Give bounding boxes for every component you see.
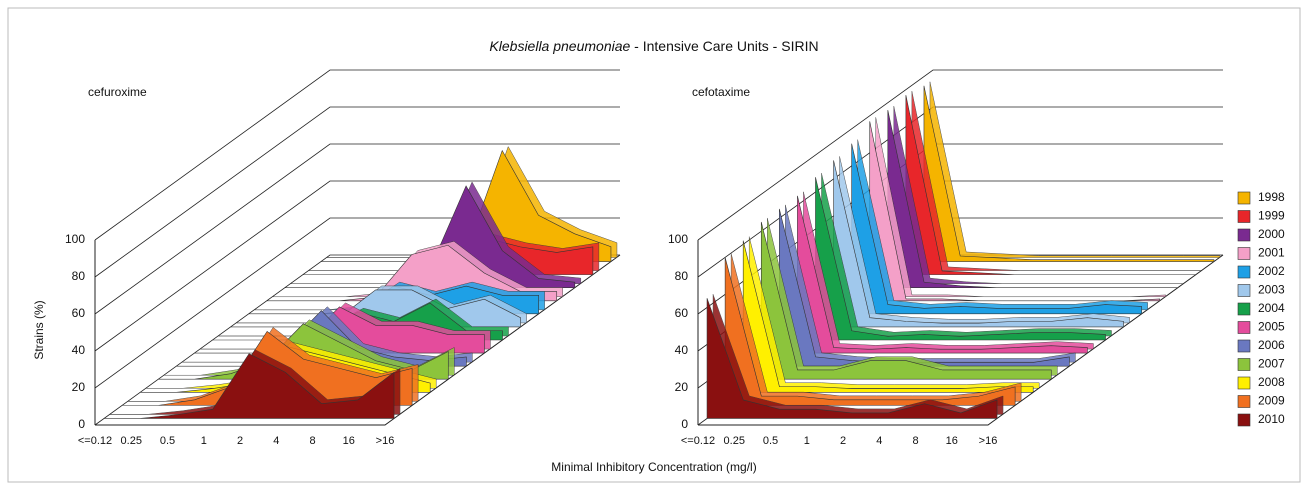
series-area <box>706 298 998 419</box>
legend-swatch <box>1237 395 1251 408</box>
series-depth <box>839 156 1130 324</box>
x-tick-label: 0.25 <box>724 435 745 447</box>
series-area <box>320 149 612 262</box>
series-area <box>760 221 1052 380</box>
x-tick-label: 4 <box>273 435 279 447</box>
legend-label: 2007 <box>1258 357 1285 371</box>
legend-swatch <box>1237 210 1251 223</box>
x-tick-label: 1 <box>201 435 207 447</box>
series-area <box>905 95 1196 275</box>
series-area <box>887 110 1178 288</box>
y-tick-label: 40 <box>675 343 689 357</box>
x-tick-label: 0.25 <box>121 435 142 447</box>
x-tick-label: >16 <box>979 435 998 447</box>
series-depth <box>821 173 1112 337</box>
y-tick-label: 20 <box>675 380 689 394</box>
y-tick-label: 0 <box>78 417 85 431</box>
legend-label: 1999 <box>1258 209 1285 223</box>
series-depth <box>929 81 1221 258</box>
grid-line <box>94 143 620 315</box>
legend-label: 2010 <box>1258 412 1285 426</box>
x-tick-label: 8 <box>912 435 918 447</box>
legend-swatch <box>1237 265 1251 279</box>
legend-swatch <box>1237 228 1251 242</box>
series-area <box>851 143 1142 315</box>
series-area <box>833 160 1124 328</box>
series-depth <box>785 204 1076 363</box>
series-depth <box>748 236 1040 389</box>
legend-label: 2001 <box>1258 246 1285 260</box>
series-area <box>815 177 1106 341</box>
legend-label: 1998 <box>1258 190 1285 204</box>
y-tick-label: 100 <box>668 232 688 246</box>
series-area <box>104 353 395 419</box>
legend-swatch <box>1237 413 1251 427</box>
series-area <box>284 185 576 288</box>
x-tick-label: 0.5 <box>763 435 778 447</box>
y-tick-label: 60 <box>72 306 86 320</box>
x-tick-label: 2 <box>840 435 846 447</box>
series-depth <box>911 91 1202 271</box>
x-tick-label: 8 <box>309 435 315 447</box>
y-tick-label: 20 <box>72 380 86 394</box>
legend-label: 2000 <box>1258 227 1285 241</box>
floor-edge <box>698 254 1224 426</box>
legend-label: 2002 <box>1258 264 1285 278</box>
x-tick-label: <=0.12 <box>681 435 715 447</box>
x-tick-label: 0.5 <box>160 435 175 447</box>
floor-edge <box>95 254 621 426</box>
chart-title: Klebsiella pneumoniae - Intensive Care U… <box>489 38 818 54</box>
grid-line <box>94 106 620 278</box>
series-depth <box>875 117 1166 298</box>
legend-label: 2006 <box>1258 338 1285 352</box>
legend-swatch <box>1237 191 1251 205</box>
x-tick-label: >16 <box>376 435 395 447</box>
x-tick-label: 4 <box>876 435 882 447</box>
legend-label: 2004 <box>1258 301 1285 315</box>
y-tick-label: 80 <box>72 269 86 283</box>
series-depth <box>730 253 1022 402</box>
x-tick-label: 1 <box>804 435 810 447</box>
y-tick-label: 0 <box>681 417 688 431</box>
series-depth <box>767 217 1058 376</box>
x-tick-label: 16 <box>946 435 958 447</box>
grid-line <box>94 69 620 241</box>
legend-swatch <box>1237 321 1251 334</box>
y-tick-label: 60 <box>675 306 689 320</box>
series-area <box>797 195 1088 354</box>
series-depth <box>803 191 1094 350</box>
series-area <box>869 121 1161 302</box>
y-tick-label: 40 <box>72 343 86 357</box>
series-area <box>923 85 1215 262</box>
grid-line <box>697 69 1223 241</box>
legend-swatch <box>1237 302 1251 316</box>
legend-label: 2009 <box>1258 394 1285 408</box>
title-italic: Klebsiella pneumoniae <box>489 38 630 54</box>
legend-label: 2005 <box>1258 320 1285 334</box>
y-tick-label: 100 <box>65 232 85 246</box>
series-depth <box>893 106 1184 284</box>
x-tick-label: 2 <box>237 435 243 447</box>
legend-swatch <box>1237 376 1251 390</box>
subtitle: cefotaxime <box>692 85 750 99</box>
title-rest: - Intensive Care Units - SIRIN <box>630 38 818 54</box>
legend-label: 2008 <box>1258 375 1285 389</box>
x-tick-label: <=0.12 <box>78 435 112 447</box>
x-tick-label: 16 <box>343 435 355 447</box>
series-area <box>779 208 1070 367</box>
legend-swatch <box>1237 339 1251 353</box>
y-tick-label: 80 <box>675 269 689 283</box>
legend-swatch <box>1237 284 1251 297</box>
x-axis-label: Minimal Inhibitory Concentration (mg/l) <box>551 460 756 474</box>
series-area <box>742 240 1034 393</box>
subtitle: cefuroxime <box>88 85 147 99</box>
legend-swatch <box>1237 358 1251 371</box>
legend-label: 2003 <box>1258 283 1285 297</box>
y-axis-label: Strains (%) <box>32 300 46 359</box>
series-depth <box>857 139 1148 311</box>
series-area <box>724 257 1016 406</box>
legend-swatch <box>1237 247 1251 260</box>
